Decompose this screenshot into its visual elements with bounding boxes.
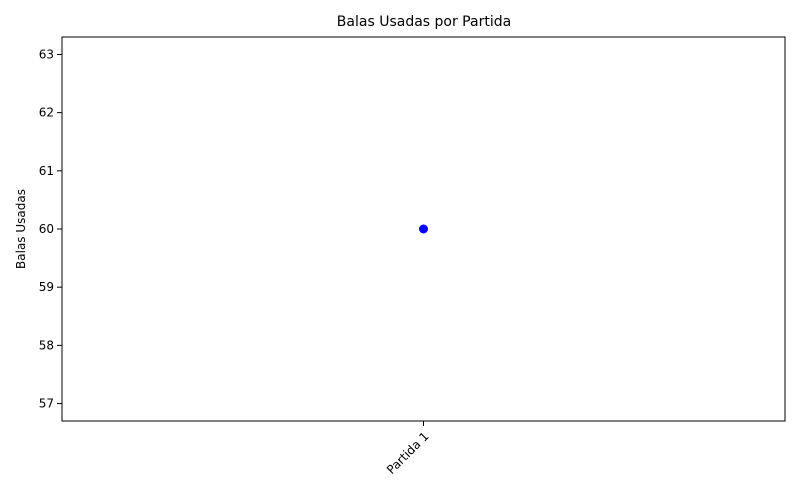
y-tick-label: 59	[39, 280, 54, 294]
y-tick-label: 62	[39, 106, 54, 120]
y-axis-label: Balas Usadas	[14, 189, 28, 269]
y-tick-label: 60	[39, 222, 54, 236]
axes-frame	[61, 36, 786, 422]
x-tick-label: Partida 1	[384, 429, 432, 477]
y-tick-label: 61	[39, 164, 54, 178]
y-tick-label: 57	[39, 397, 54, 411]
chart-title: Balas Usadas por Partida	[337, 14, 511, 30]
plot-area: 57 58 59 60 61 62 63 Partida 1	[39, 36, 786, 477]
y-tick-label: 58	[39, 338, 54, 352]
y-tick-label: 63	[39, 47, 54, 61]
data-point	[419, 224, 428, 234]
